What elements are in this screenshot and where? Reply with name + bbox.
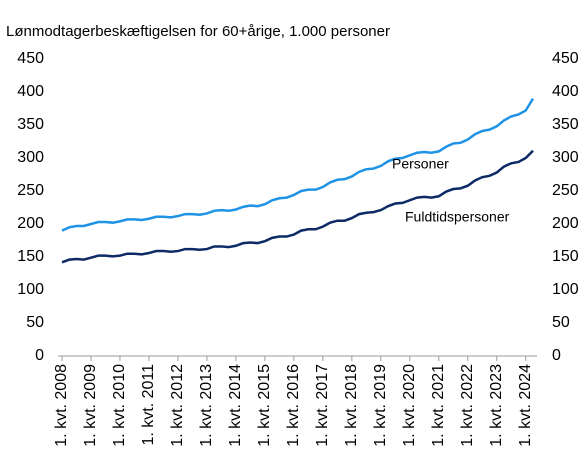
x-tick-label: 1. kvt. 2015 — [256, 364, 273, 447]
y-tick-label: 350 — [17, 116, 44, 133]
x-tick-label: 1. kvt. 2014 — [227, 364, 244, 447]
y2-tick-label: 50 — [552, 314, 570, 331]
x-tick-label: 1. kvt. 2009 — [82, 364, 99, 447]
x-tick-label: 1. kvt. 2017 — [314, 364, 331, 447]
y2-tick-label: 0 — [552, 347, 561, 364]
series-line — [61, 97, 535, 232]
y2-tick-label: 150 — [552, 248, 579, 265]
y-tick-label: 200 — [17, 215, 44, 232]
x-tick-label: 1. kvt. 2022 — [459, 364, 476, 447]
x-tick-label: 1. kvt. 2018 — [343, 364, 360, 447]
y-tick-label: 250 — [17, 182, 44, 199]
x-tick-label: 1. kvt. 2013 — [198, 364, 215, 447]
y-tick-label: 450 — [17, 50, 44, 67]
y2-tick-label: 100 — [552, 281, 579, 298]
y-tick-label: 0 — [35, 347, 44, 364]
y-tick-label: 400 — [17, 83, 44, 100]
y-tick-label: 150 — [17, 248, 44, 265]
y2-tick-label: 300 — [552, 149, 579, 166]
x-tick-label: 1. kvt. 2021 — [430, 364, 447, 447]
y-tick-label: 300 — [17, 149, 44, 166]
x-tick-label: 1. kvt. 2008 — [53, 364, 70, 447]
chart-title: Lønmodtagerbeskæftigelsen for 60+årige, … — [6, 23, 390, 40]
y2-tick-label: 400 — [552, 83, 579, 100]
y2-tick-label: 200 — [552, 215, 579, 232]
x-tick-label: 1. kvt. 2011 — [140, 364, 157, 446]
y2-tick-label: 250 — [552, 182, 579, 199]
x-tick-label: 1. kvt. 2012 — [169, 364, 186, 447]
y2-tick-label: 450 — [552, 50, 579, 67]
series-label: Personer — [392, 156, 449, 172]
series-label: Fuldtidspersoner — [405, 209, 510, 225]
x-tick-label: 1. kvt. 2020 — [401, 364, 418, 447]
x-tick-label: 1. kvt. 2023 — [488, 364, 505, 447]
x-tick-label: 1. kvt. 2019 — [372, 364, 389, 447]
series-line — [61, 149, 534, 264]
x-tick-label: 1. kvt. 2016 — [285, 364, 302, 447]
y-tick-label: 50 — [26, 314, 44, 331]
y-tick-label: 100 — [17, 281, 44, 298]
x-tick-label: 1. kvt. 2024 — [517, 364, 534, 447]
y2-tick-label: 350 — [552, 116, 579, 133]
x-tick-label: 1. kvt. 2010 — [111, 364, 128, 447]
